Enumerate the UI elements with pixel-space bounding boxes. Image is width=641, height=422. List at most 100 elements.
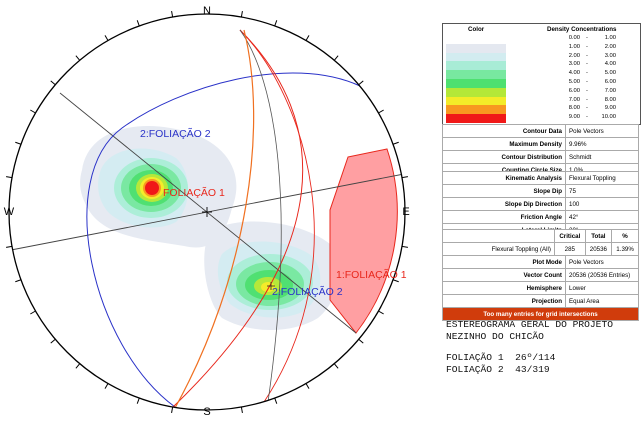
- perimeter-tick: [240, 11, 243, 18]
- great-circle-foliacao-2: [86, 72, 361, 408]
- info-value: 75: [565, 184, 639, 198]
- info-row: Hemisphere Lower: [442, 281, 639, 295]
- info-row: Projection Equal Area: [442, 294, 639, 308]
- great-circles: [86, 29, 361, 409]
- legend-row: 9.00- 10.00: [443, 114, 640, 123]
- result-header-row: Critical Total %: [442, 229, 639, 243]
- contour-7: [261, 282, 275, 292]
- legend-from: 9.00: [568, 114, 580, 121]
- result-head-critical: Critical: [554, 229, 586, 243]
- info-row: Friction Angle 42°: [442, 210, 639, 224]
- stereonet-plot: N S W E 2:FOLIAÇÃO 2 FOLIAÇÃO 1 1:FOLIAÇ…: [4, 5, 410, 418]
- perimeter-tick: [30, 109, 36, 114]
- perimeter-tick: [401, 176, 408, 179]
- kinematic-result-table: Critical Total % Flexural Toppling (All)…: [442, 229, 639, 256]
- notes-foliacao-1: FOLIAÇÃO 1 26º/114: [446, 352, 556, 363]
- legend-to: 7.00: [604, 87, 616, 94]
- info-key: Slope Dip Direction: [442, 197, 566, 211]
- warning-row: Too many entries for grid intersections: [442, 307, 639, 321]
- legend-header-title: Density Concentrations: [547, 26, 617, 33]
- legend-to: 4.00: [604, 61, 616, 68]
- info-key: Vector Count: [442, 268, 566, 282]
- info-value: 100: [565, 197, 639, 211]
- info-value: Pole Vectors: [565, 255, 639, 269]
- info-row: Kinematic Analysis Flexural Toppling: [442, 171, 639, 185]
- label-foliacao-1-pole: FOLIAÇÃO 1: [163, 186, 225, 199]
- legend-to: 9.00: [604, 105, 616, 112]
- legend-row: 4.00- 5.00: [443, 70, 640, 79]
- legend-to: 10.00: [601, 114, 616, 121]
- perimeter-tick: [30, 310, 36, 315]
- legend-row: 0.00- 1.00: [443, 35, 640, 44]
- legend-row: 2.00- 3.00: [443, 52, 640, 62]
- perimeter-tick: [378, 109, 384, 114]
- notes-foliacao-2: FOLIAÇÃO 2 43/319: [446, 363, 550, 375]
- info-row: Slope Dip 75: [442, 184, 639, 198]
- friction-cone-line: [174, 29, 255, 409]
- legend-swatch: [446, 35, 506, 44]
- perimeter-tick: [75, 55, 81, 61]
- center-cross: [202, 207, 212, 217]
- legend-sep: -: [586, 35, 588, 41]
- legend-to: 8.00: [604, 96, 616, 103]
- result-head-total: Total: [584, 229, 613, 243]
- perimeter-tick: [305, 383, 310, 389]
- critical-zone: [329, 148, 398, 334]
- plot-info-table: Plot Mode Pole Vectors Vector Count 20536 (…: [442, 255, 639, 321]
- primitive-circle: [8, 13, 406, 411]
- perimeter-tick: [401, 245, 408, 248]
- info-key: Contour Data: [442, 124, 566, 138]
- south-label: S: [203, 406, 210, 418]
- legend-sep: -: [586, 43, 588, 50]
- info-key: Slope Dip: [442, 184, 566, 198]
- info-value: 42°: [565, 210, 639, 224]
- legend-sep: -: [586, 96, 588, 103]
- west-label: W: [4, 206, 15, 218]
- east-label: E: [402, 206, 409, 218]
- perimeter-tick: [6, 245, 13, 248]
- perimeter-tick: [274, 397, 278, 404]
- legend-from: 4.00: [568, 70, 580, 77]
- perimeter-tick: [136, 397, 140, 404]
- legend-swatch: [446, 61, 506, 71]
- legend-sep: -: [586, 87, 588, 94]
- project-notes: ESTEREOGRAMA GERAL DO PROJETO NEZINHO DO…: [446, 319, 641, 375]
- info-value: Equal Area: [565, 294, 639, 308]
- legend-swatch: [446, 87, 506, 97]
- legend-to: 6.00: [604, 79, 616, 85]
- legend-to: 3.00: [604, 52, 616, 59]
- perimeter-tick: [378, 310, 384, 315]
- kinematic-analysis-table: Kinematic Analysis Flexural Toppling Slope…: [442, 171, 639, 237]
- legend-from: 3.00: [568, 61, 580, 68]
- label-foliacao-2-plane: 2:FOLIAÇÃO 2: [140, 127, 211, 140]
- result-label: Flexural Toppling (All): [442, 242, 555, 256]
- info-row: Maximum Density 9.96%: [442, 137, 639, 151]
- legend-to: 2.00: [604, 43, 616, 50]
- north-label: N: [203, 5, 211, 17]
- result-row: Flexural Toppling (All) 285 20536 1.39%: [442, 242, 639, 256]
- info-row: Contour Data Pole Vectors: [442, 124, 639, 138]
- legend-header: Color Density Concentrations: [443, 24, 640, 34]
- perimeter-tick: [274, 20, 278, 27]
- perimeter-tick: [358, 338, 364, 344]
- perimeter-tick: [104, 383, 109, 389]
- legend-sep: -: [586, 79, 588, 85]
- perimeter-tick: [136, 20, 140, 27]
- legend-header-color: Color: [468, 26, 485, 33]
- perimeter-tick: [171, 11, 174, 18]
- legend-from: 6.00: [568, 87, 580, 94]
- contour-9: [145, 181, 159, 195]
- legend-sep: -: [586, 61, 588, 68]
- info-value: Lower: [565, 281, 639, 295]
- legend-swatch: [446, 79, 506, 88]
- perimeter-tick: [333, 55, 339, 61]
- info-key: Contour Distribution: [442, 150, 566, 164]
- lateral-limit-line: [239, 29, 282, 403]
- legend-swatch: [446, 114, 506, 123]
- info-value: Pole Vectors: [565, 124, 639, 138]
- perimeter-ticks: [6, 11, 408, 413]
- info-key: Plot Mode: [442, 255, 566, 269]
- legend-from: 0.00: [568, 35, 580, 41]
- perimeter-tick: [305, 35, 310, 41]
- legend-row: 8.00- 9.00: [443, 105, 640, 115]
